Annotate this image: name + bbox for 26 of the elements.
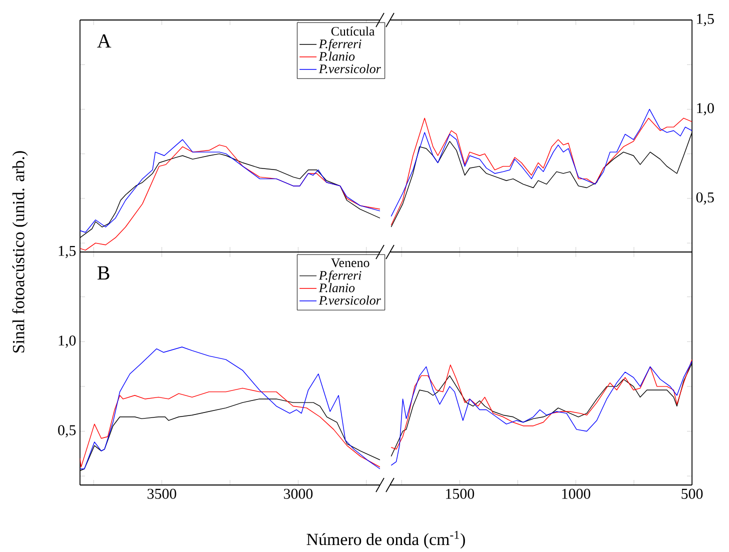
legend-label: P.lanio [318,52,355,61]
x-axis-title: Número de onda (cm$^{-1}$) [306,530,465,549]
y-tick-label: 1,5 [697,14,714,26]
legend-label: P.ferreri [318,270,362,282]
line-series [80,388,380,468]
annotation: A [97,34,112,48]
annotation: B [98,266,110,280]
legend-title: Veneno [331,258,370,268]
legend-label: P.versicolor [318,64,381,74]
legend-label: P.versicolor [318,296,381,305]
y-axis-title: Sinal fotoacústico (unid. arb.) [12,151,28,352]
x-tick-label: 1500 [446,488,474,499]
line-series [390,108,692,217]
legend-label: P.ferreri [318,39,362,51]
y-tick-label: 0,5 [58,425,76,438]
y-tick-label: 0,5 [696,192,714,205]
x-tick-label: 3000 [284,488,313,499]
y-tick-label: 1,5 [58,246,76,258]
legend-label: P.lanio [318,283,355,292]
line-series [80,346,380,470]
x-tick-label: 500 [682,488,703,499]
x-tick-label: 1000 [562,488,590,499]
legend-title: Cutícula [331,26,375,36]
x-tick-label: 3500 [148,488,176,499]
y-tick-label: 1,0 [697,103,714,116]
y-tick-label: 1,0 [58,335,76,348]
